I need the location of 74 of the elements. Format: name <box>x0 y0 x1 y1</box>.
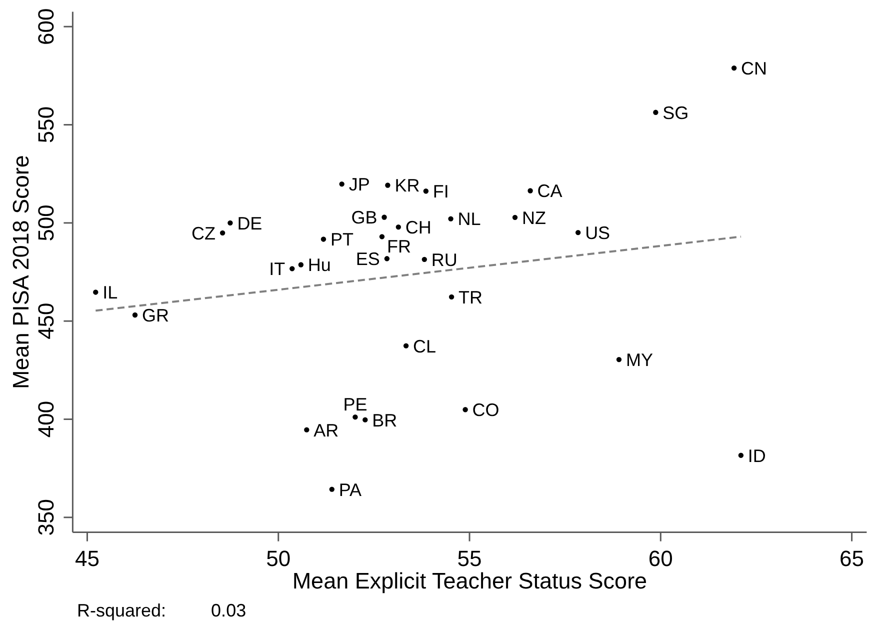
data-label: CH <box>405 217 432 238</box>
x-tick-label: 60 <box>648 546 673 571</box>
point <box>132 312 138 318</box>
point <box>448 294 454 300</box>
point <box>575 230 581 236</box>
point <box>93 290 98 295</box>
point <box>528 188 533 194</box>
y-tick-label: 450 <box>33 302 58 340</box>
point <box>738 452 744 458</box>
data-label: CA <box>537 181 562 202</box>
y-tick-label: 350 <box>33 499 58 536</box>
data-label: CO <box>472 400 500 420</box>
data-label: ES <box>356 249 380 270</box>
point <box>462 407 468 412</box>
data-label: TR <box>458 287 483 308</box>
data-label: JP <box>348 174 370 194</box>
x-axis-title: Mean Explicit Teacher Status Score <box>292 568 648 594</box>
data-label: NL <box>458 209 481 230</box>
data-label: MY <box>626 350 653 370</box>
data-label: SG <box>662 102 689 123</box>
data-label: Hu <box>308 255 331 276</box>
data-label: US <box>585 222 610 243</box>
x-tick-label: 50 <box>266 546 291 571</box>
y-axis-title: Mean PISA 2018 Score <box>8 155 34 389</box>
point <box>403 343 409 348</box>
point <box>320 236 326 242</box>
x-tick-label: 65 <box>840 546 864 571</box>
point <box>339 181 344 187</box>
data-label: PT <box>330 230 354 250</box>
point <box>228 220 233 226</box>
point <box>385 182 390 188</box>
point <box>298 262 304 268</box>
point <box>423 188 429 194</box>
data-label: CL <box>413 336 436 356</box>
data-label: KR <box>394 176 420 196</box>
x-tick-label: 55 <box>457 546 482 571</box>
data-label: FI <box>432 182 449 202</box>
point <box>220 230 226 236</box>
point <box>329 486 334 492</box>
data-label: CN <box>741 58 768 78</box>
point <box>731 65 737 71</box>
data-label: AR <box>314 420 339 440</box>
point <box>512 214 518 220</box>
point <box>616 356 622 362</box>
data-label: DE <box>237 213 262 234</box>
text: R-squared: 0.03 <box>77 600 246 621</box>
y-tick-label: 550 <box>33 106 58 144</box>
point <box>396 224 402 230</box>
y-tick-label: 600 <box>33 8 58 45</box>
point <box>422 256 427 262</box>
y-tick-label: 400 <box>33 400 58 438</box>
point <box>382 214 387 220</box>
y-tick-label: 500 <box>33 204 58 242</box>
x-tick-label: 45 <box>74 546 100 571</box>
point <box>653 110 658 116</box>
point <box>290 266 295 272</box>
data-label: GB <box>351 208 378 228</box>
point <box>304 427 310 432</box>
data-label: NZ <box>522 208 546 228</box>
point <box>448 216 454 222</box>
point <box>362 417 368 422</box>
data-label: PE <box>343 394 368 414</box>
data-label: PA <box>338 480 362 500</box>
data-label: ID <box>748 446 766 466</box>
data-label: FR <box>386 236 411 256</box>
data-label: CZ <box>192 223 216 244</box>
point <box>379 234 385 240</box>
data-label: BR <box>372 410 398 430</box>
data-label: GR <box>142 305 170 326</box>
point <box>352 414 358 420</box>
data-label: IT <box>269 259 286 280</box>
data-label: IL <box>102 282 118 303</box>
data-label: RU <box>431 250 458 270</box>
point <box>384 256 390 262</box>
